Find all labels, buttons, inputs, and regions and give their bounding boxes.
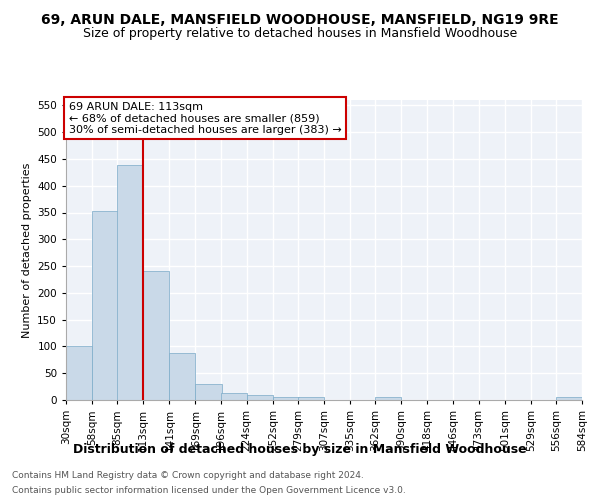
Bar [143, 271, 169, 400]
Text: Contains HM Land Registry data © Crown copyright and database right 2024.: Contains HM Land Registry data © Crown c… [12, 471, 364, 480]
Text: Contains public sector information licensed under the Open Government Licence v3: Contains public sector information licen… [12, 486, 406, 495]
Bar [221, 392, 247, 400]
Text: Size of property relative to detached houses in Mansfield Woodhouse: Size of property relative to detached ho… [83, 28, 517, 40]
Text: 69, ARUN DALE, MANSFIELD WOODHOUSE, MANSFIELD, NG19 9RE: 69, ARUN DALE, MANSFIELD WOODHOUSE, MANS… [41, 12, 559, 26]
Bar [92, 211, 118, 400]
Bar [117, 166, 143, 400]
Bar [556, 398, 582, 400]
Y-axis label: Number of detached properties: Number of detached properties [22, 162, 32, 338]
Bar [273, 398, 299, 400]
Bar [298, 398, 324, 400]
Text: Distribution of detached houses by size in Mansfield Woodhouse: Distribution of detached houses by size … [73, 442, 527, 456]
Bar [375, 397, 401, 400]
Bar [247, 395, 273, 400]
Bar [196, 384, 221, 400]
Text: 69 ARUN DALE: 113sqm
← 68% of detached houses are smaller (859)
30% of semi-deta: 69 ARUN DALE: 113sqm ← 68% of detached h… [68, 102, 341, 134]
Bar [66, 346, 92, 400]
Bar [169, 353, 196, 400]
